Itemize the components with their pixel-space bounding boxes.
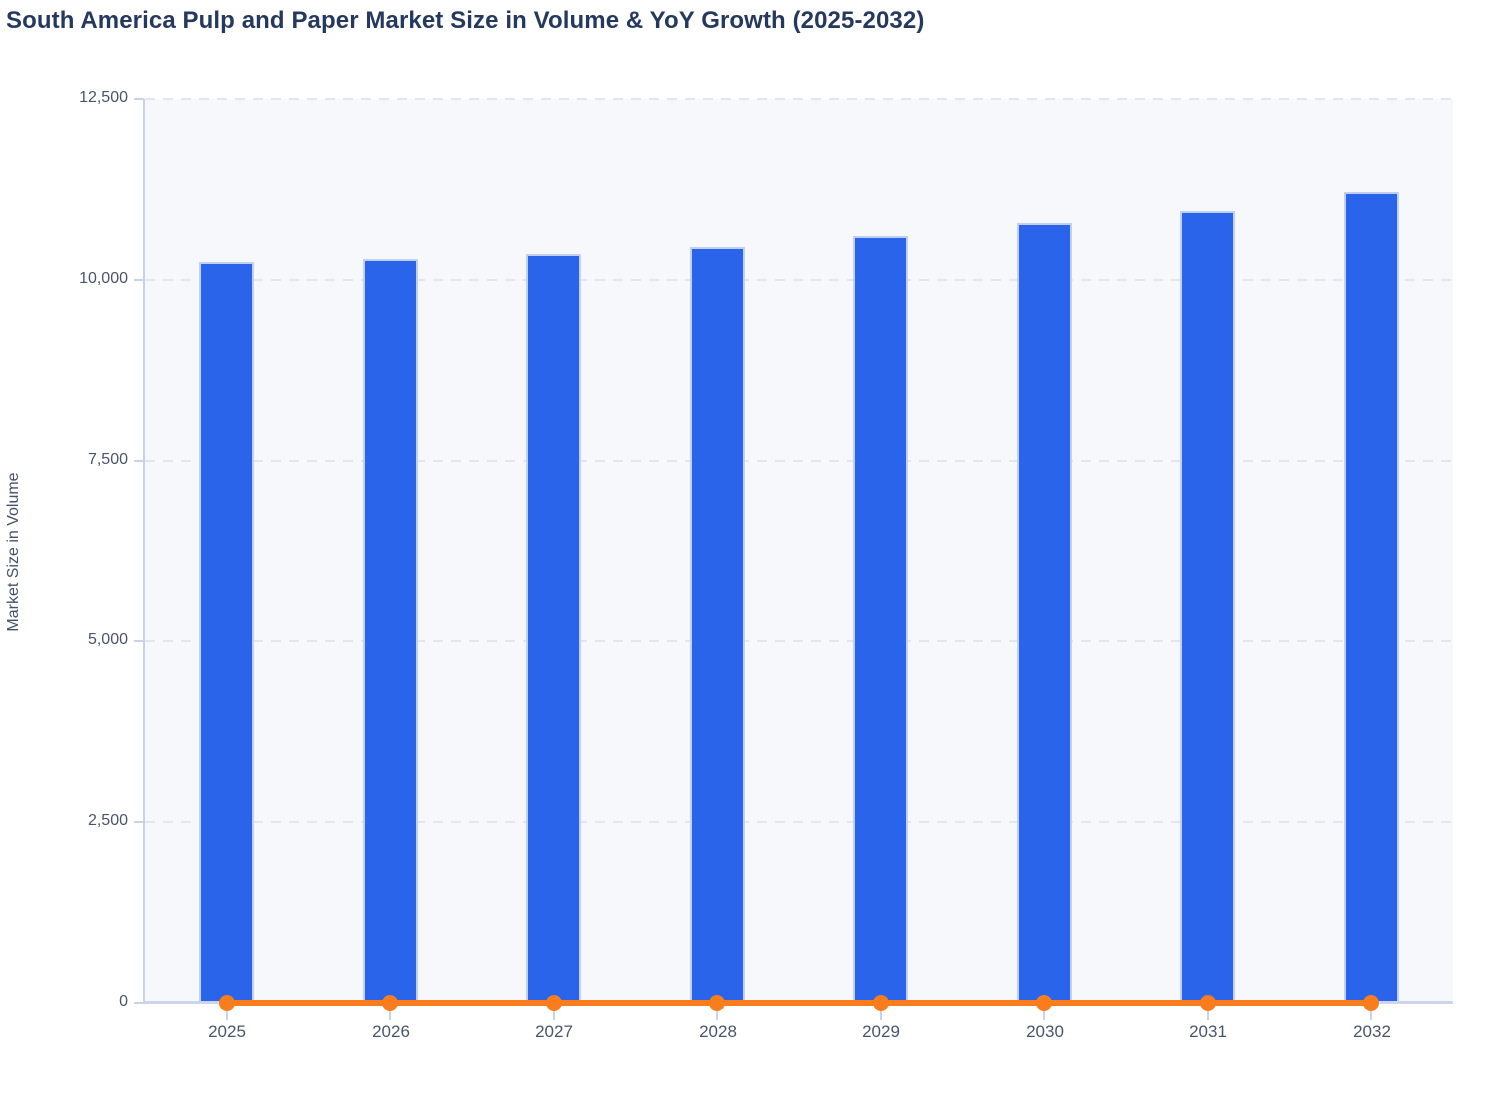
y-tick-label: 5,000 <box>87 631 128 648</box>
y-axis-title: Market Size in Volume <box>5 472 22 632</box>
bar-2030[interactable] <box>1017 223 1072 1003</box>
x-tick-label: 2032 <box>1353 1022 1391 1041</box>
yoy-marker-2028[interactable] <box>709 995 725 1011</box>
y-axis-tick <box>134 821 144 823</box>
x-axis-tick <box>1043 1007 1045 1020</box>
y-tick-label: 2,500 <box>87 812 128 829</box>
x-axis-tick <box>1207 1007 1209 1020</box>
y-tick-label: 7,500 <box>87 451 128 468</box>
x-tick-label: 2025 <box>208 1022 246 1041</box>
y-axis-tick <box>134 640 144 642</box>
yoy-marker-2026[interactable] <box>382 995 398 1011</box>
y-axis-tick <box>134 98 144 100</box>
plot-area <box>145 98 1453 1003</box>
x-tick-label: 2027 <box>535 1022 573 1041</box>
yoy-marker-2029[interactable] <box>873 995 889 1011</box>
yoy-marker-2030[interactable] <box>1036 995 1052 1011</box>
y-tick-label: 12,500 <box>79 89 128 106</box>
y-tick-label: 10,000 <box>79 270 128 287</box>
bar-2032[interactable] <box>1344 192 1399 1003</box>
bar-2026[interactable] <box>363 259 418 1003</box>
gridline <box>145 640 1453 642</box>
x-tick-label: 2029 <box>862 1022 900 1041</box>
x-tick-label: 2030 <box>1026 1022 1064 1041</box>
y-axis-tick <box>134 279 144 281</box>
y-axis-tick <box>134 1002 144 1004</box>
gridline <box>145 98 1453 100</box>
y-axis-tick <box>134 460 144 462</box>
bar-2025[interactable] <box>199 262 254 1003</box>
x-axis-tick <box>553 1007 555 1020</box>
x-tick-label: 2031 <box>1189 1022 1227 1041</box>
gridline <box>145 821 1453 823</box>
yoy-marker-2031[interactable] <box>1200 995 1216 1011</box>
x-axis-tick <box>880 1007 882 1020</box>
x-tick-label: 2026 <box>372 1022 410 1041</box>
gridline <box>145 460 1453 462</box>
y-tick-label: 0 <box>119 993 128 1010</box>
chart-title: South America Pulp and Paper Market Size… <box>6 7 925 34</box>
bar-2029[interactable] <box>853 236 908 1003</box>
gridline <box>145 279 1453 281</box>
x-tick-label: 2028 <box>699 1022 737 1041</box>
y-axis-line <box>143 99 145 1004</box>
bar-2027[interactable] <box>526 254 581 1003</box>
x-axis-tick <box>226 1007 228 1020</box>
yoy-marker-2025[interactable] <box>219 995 235 1011</box>
x-axis-tick <box>1370 1007 1372 1020</box>
yoy-marker-2027[interactable] <box>546 995 562 1011</box>
yoy-growth-line[interactable] <box>227 1000 1372 1006</box>
yoy-marker-2032[interactable] <box>1363 995 1379 1011</box>
bar-2028[interactable] <box>690 247 745 1003</box>
x-axis-tick <box>716 1007 718 1020</box>
x-axis-tick <box>389 1007 391 1020</box>
bar-2031[interactable] <box>1180 211 1235 1003</box>
